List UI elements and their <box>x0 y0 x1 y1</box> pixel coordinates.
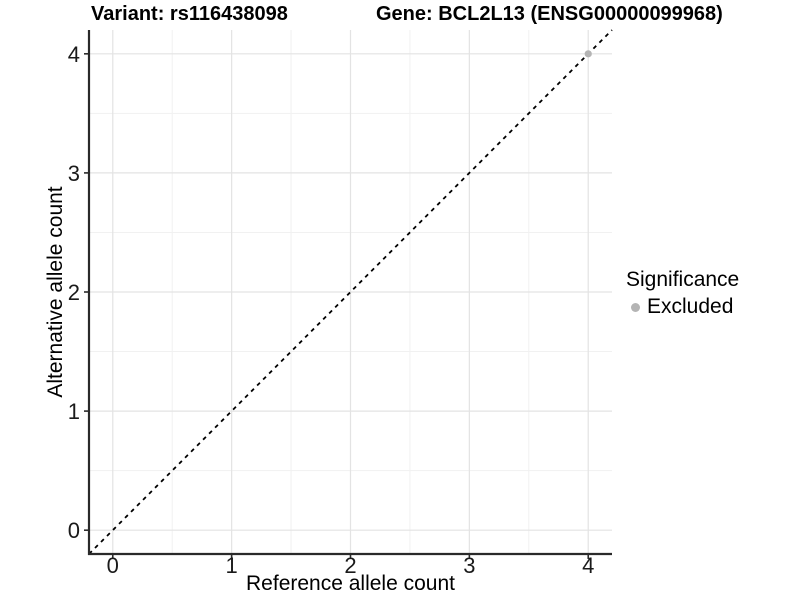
data-point-excluded <box>584 50 592 58</box>
y-tick-label: 0 <box>68 518 80 543</box>
x-tick-label: 4 <box>582 553 594 578</box>
legend-item-excluded: Excluded <box>626 295 796 319</box>
y-tick-label: 2 <box>68 280 80 305</box>
legend: Significance Excluded <box>626 268 796 319</box>
y-axis-title: Alternative allele count <box>44 186 67 398</box>
plot-title-variant: Variant: rs116438098 <box>91 3 288 25</box>
x-tick-label: 3 <box>463 553 475 578</box>
y-tick-label: 4 <box>68 42 80 67</box>
plot-title-gene: Gene: BCL2L13 (ENSG00000099968) <box>376 3 723 25</box>
legend-point-icon <box>631 302 640 312</box>
y-tick-label: 3 <box>68 161 80 186</box>
legend-item-label: Excluded <box>647 295 734 318</box>
y-tick-label: 1 <box>68 399 80 424</box>
x-tick-label: 1 <box>226 553 238 578</box>
x-tick-label: 2 <box>344 553 356 578</box>
x-axis-title: Reference allele count <box>246 572 455 595</box>
x-tick-label: 0 <box>107 553 119 578</box>
legend-title: Significance <box>626 268 740 291</box>
